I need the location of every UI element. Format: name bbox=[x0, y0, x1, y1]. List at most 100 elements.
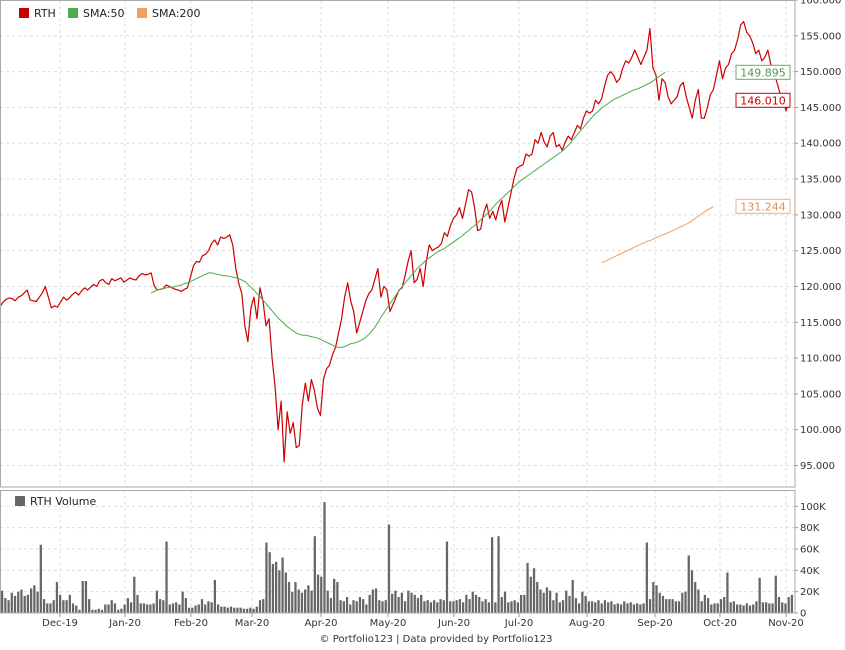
volume-bar bbox=[33, 585, 36, 613]
x-tick-label: Apr-20 bbox=[305, 618, 338, 629]
volume-bar bbox=[790, 594, 794, 613]
volume-bar bbox=[362, 599, 365, 613]
volume-bar bbox=[7, 600, 10, 613]
volume-bar bbox=[755, 601, 758, 613]
volume-bar bbox=[426, 600, 429, 613]
volume-bar bbox=[249, 607, 252, 613]
x-tick-label: May-20 bbox=[370, 618, 407, 629]
volume-bar bbox=[368, 594, 371, 613]
volume-bar bbox=[233, 607, 236, 613]
volume-bar bbox=[452, 601, 455, 613]
volume-legend[interactable]: RTH Volume bbox=[15, 495, 96, 508]
volume-bar bbox=[55, 582, 59, 613]
legend-item-sma200[interactable]: SMA:200 bbox=[137, 7, 201, 20]
volume-bar bbox=[784, 603, 787, 613]
volume-bar bbox=[558, 602, 561, 613]
volume-bar bbox=[768, 603, 771, 613]
volume-bar bbox=[75, 605, 78, 613]
last-value-tags: 149.895 146.010 131.244 bbox=[735, 64, 791, 214]
volume-bar bbox=[104, 604, 107, 613]
volume-bar bbox=[681, 592, 684, 613]
volume-bar bbox=[619, 604, 623, 613]
volume-y-axis: 0 20K 40K 60K 80K 100K bbox=[795, 502, 826, 620]
volume-bar bbox=[181, 591, 184, 613]
price-y-tick-label: 150.000 bbox=[800, 67, 841, 78]
volume-bar bbox=[655, 585, 658, 613]
price-panel-frame bbox=[0, 0, 796, 488]
volume-bar bbox=[545, 587, 549, 613]
price-y-tick-label: 135.000 bbox=[800, 175, 841, 186]
volume-bar bbox=[146, 604, 149, 613]
volume-bar bbox=[391, 593, 394, 613]
volume-bar bbox=[694, 582, 697, 613]
volume-bar bbox=[568, 595, 571, 613]
volume-bar bbox=[4, 598, 7, 613]
volume-bar bbox=[461, 602, 465, 613]
volume-bar bbox=[394, 590, 397, 613]
volume-bar bbox=[513, 600, 516, 613]
price-y-tick-label: 105.000 bbox=[800, 389, 841, 400]
volume-y-tick-label: 100K bbox=[800, 502, 826, 513]
volume-bar bbox=[758, 577, 761, 613]
volume-y-tick-label: 80K bbox=[800, 523, 820, 534]
volume-bar bbox=[52, 600, 55, 613]
volume-bar bbox=[716, 603, 719, 613]
price-y-tick-label: 160.000 bbox=[800, 0, 841, 7]
price-lines bbox=[0, 20, 790, 463]
volume-bar bbox=[384, 600, 387, 613]
legend-item-rth-volume[interactable]: RTH Volume bbox=[15, 495, 96, 508]
volume-bar bbox=[616, 603, 619, 613]
volume-y-tick-label: 20K bbox=[800, 587, 820, 598]
volume-bar bbox=[787, 597, 790, 613]
volume-bar bbox=[510, 601, 513, 613]
volume-bar bbox=[387, 524, 391, 613]
volume-bar bbox=[432, 600, 436, 613]
volume-bar bbox=[684, 591, 687, 613]
volume-bar bbox=[281, 557, 284, 613]
volume-bar bbox=[774, 575, 777, 613]
volume-bar bbox=[781, 602, 784, 613]
volume-bar bbox=[84, 581, 88, 613]
volume-bar bbox=[416, 598, 420, 613]
volume-bar bbox=[345, 597, 349, 613]
x-tick-label: Jun-20 bbox=[437, 618, 470, 629]
volume-bar bbox=[549, 590, 552, 613]
tag-box bbox=[735, 92, 791, 108]
sma50-last-value-tag: 149.895 bbox=[735, 64, 791, 80]
volume-bar bbox=[613, 604, 616, 613]
volume-bar bbox=[139, 603, 142, 613]
legend-item-rth[interactable]: RTH bbox=[19, 7, 56, 20]
price-legend[interactable]: RTH SMA:50 SMA:200 bbox=[19, 7, 201, 20]
price-y-tick-label: 120.000 bbox=[800, 282, 841, 293]
volume-bar bbox=[42, 599, 46, 613]
x-tick-label: Jan-20 bbox=[108, 618, 141, 629]
volume-bar bbox=[300, 592, 304, 613]
volume-bar bbox=[687, 555, 690, 613]
tag-label: 131.244 bbox=[740, 200, 786, 213]
volume-bar bbox=[162, 600, 165, 613]
volume-bar bbox=[62, 600, 65, 613]
volume-bar bbox=[236, 607, 239, 613]
volume-bar bbox=[365, 604, 368, 613]
volume-bar bbox=[304, 589, 307, 613]
volume-bar bbox=[648, 599, 652, 613]
volume-bar bbox=[23, 595, 26, 613]
price-y-tick-label: 125.000 bbox=[800, 246, 841, 257]
volume-bar bbox=[320, 576, 323, 613]
volume-bar bbox=[429, 602, 432, 613]
volume-bar bbox=[449, 601, 452, 613]
volume-bar bbox=[262, 599, 265, 613]
volume-bar bbox=[742, 605, 745, 613]
legend-swatch bbox=[137, 8, 147, 18]
volume-bar bbox=[78, 609, 81, 613]
volume-bar bbox=[455, 600, 458, 613]
legend-label: SMA:50 bbox=[83, 7, 125, 20]
volume-bar bbox=[407, 590, 410, 613]
volume-bar bbox=[88, 599, 91, 613]
volume-bar bbox=[81, 581, 84, 613]
price-y-tick-label: 115.000 bbox=[800, 318, 841, 329]
legend-item-sma50[interactable]: SMA:50 bbox=[68, 7, 125, 20]
volume-bar bbox=[265, 542, 268, 613]
volume-bar bbox=[120, 608, 123, 613]
volume-bar bbox=[468, 599, 471, 613]
